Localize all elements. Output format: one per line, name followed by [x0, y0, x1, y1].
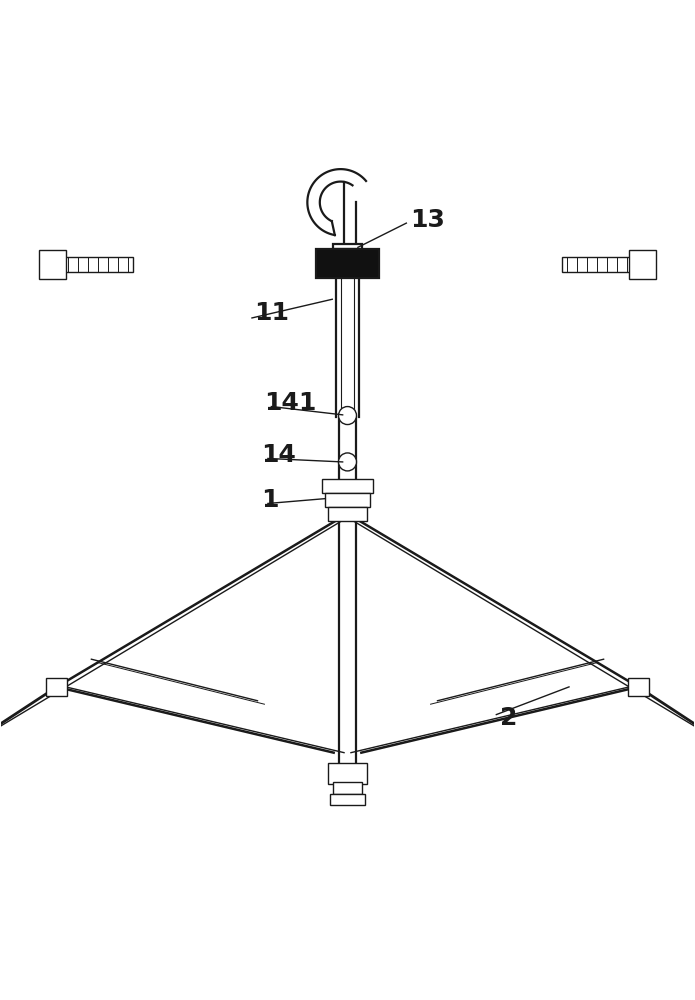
- Circle shape: [338, 407, 357, 425]
- Bar: [43, 257, 133, 272]
- Bar: [325, 493, 370, 507]
- Bar: [329, 763, 366, 784]
- Bar: [333, 782, 362, 794]
- Bar: [329, 507, 366, 521]
- Text: 1: 1: [261, 488, 279, 512]
- Bar: [47, 678, 67, 696]
- Text: 2: 2: [500, 706, 517, 730]
- Bar: [629, 250, 655, 279]
- Text: 14: 14: [261, 443, 296, 467]
- Text: 11: 11: [254, 301, 289, 325]
- Text: 141: 141: [264, 391, 317, 415]
- Bar: [330, 794, 365, 805]
- Bar: [316, 249, 379, 278]
- Bar: [40, 250, 66, 279]
- Bar: [333, 244, 362, 249]
- Circle shape: [338, 453, 357, 471]
- Bar: [628, 678, 648, 696]
- Text: 13: 13: [410, 208, 445, 232]
- Bar: [562, 257, 652, 272]
- Bar: [322, 479, 373, 493]
